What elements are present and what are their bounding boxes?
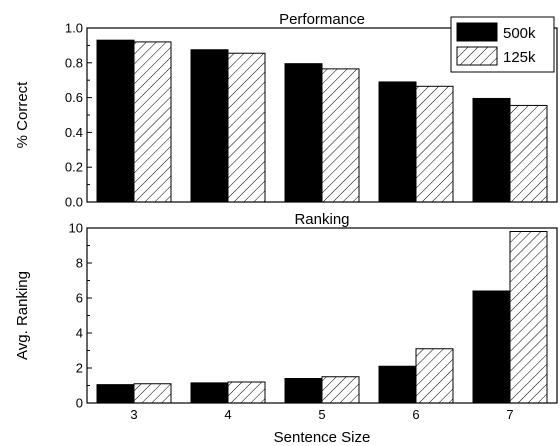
- panel1-ytick-label: 1.0: [65, 21, 83, 36]
- panel1-bar-500k-5: [284, 63, 323, 203]
- panel1-ytick-label: 0.2: [65, 160, 83, 175]
- panel2-ytick-label: 6: [76, 291, 83, 306]
- panel1-bar-500k-4: [190, 49, 229, 203]
- panel2-title: Ranking: [294, 211, 349, 228]
- panel2-group: 0 2 4 6 8 10 3 4 5 6 7 Ranking Avg. Ranking Sentence …: [14, 211, 558, 446]
- legend-label-500k: 500k: [503, 25, 536, 42]
- panel1-ytick-label: 0.8: [65, 55, 83, 70]
- panel2-ytick-label: 4: [76, 326, 83, 341]
- panel2-xtick-label: 7: [506, 407, 513, 422]
- panel2-ylabel: Avg. Ranking: [14, 271, 31, 360]
- panel1-bar-500k-3: [96, 39, 135, 203]
- panel2-ytick-label: 2: [76, 361, 83, 376]
- panel1-bar-125k-3: [133, 41, 172, 203]
- legend-label-125k: 125k: [503, 49, 536, 66]
- panel2-bar-125k-5: [321, 376, 360, 404]
- panel2-xtick-label: 4: [224, 407, 231, 422]
- panel2-bar-125k-6: [415, 348, 454, 404]
- legend: 500k 125k: [450, 16, 555, 73]
- panel1-bar-125k-4: [227, 52, 266, 203]
- panel1-bar-125k-6: [415, 85, 454, 203]
- panel2-xtick-label: 6: [412, 407, 419, 422]
- panel1-title: Performance: [279, 11, 365, 28]
- panel2-bar-125k-4: [227, 381, 266, 404]
- legend-swatch-125k: [456, 46, 498, 66]
- panel1-ytick-label: 0.6: [65, 90, 83, 105]
- panel2-bar-500k-6: [378, 365, 417, 404]
- panel2-bar-125k-3: [133, 383, 172, 404]
- panel2-xtick-label: 5: [318, 407, 325, 422]
- panel2-xtick-label: 3: [130, 407, 137, 422]
- panel1-ytick-label: 0.0: [65, 195, 83, 210]
- panel2-bar-125k-7: [509, 231, 548, 404]
- panel2-xlabel: Sentence Size: [274, 429, 371, 446]
- panel1-bar-125k-5: [321, 68, 360, 203]
- panel2-ytick-label: 10: [69, 221, 83, 236]
- panel2-bar-500k-7: [472, 290, 511, 404]
- panel1-bar-125k-7: [509, 104, 548, 203]
- panel2-bar-500k-3: [96, 384, 135, 404]
- panel2-ytick-label: 0: [76, 396, 83, 411]
- panel1-bar-500k-6: [378, 81, 417, 203]
- panel2-bar-500k-4: [190, 382, 229, 404]
- panel1-ytick-label: 0.4: [65, 125, 83, 140]
- panel1-bar-500k-7: [472, 97, 511, 203]
- panel1-ylabel: % Correct: [14, 81, 31, 149]
- panel1-group: 0.0 0.2 0.4 0.6 0.8 1.0 Performance % Correct 50…: [14, 11, 558, 210]
- legend-swatch-500k: [456, 22, 498, 42]
- panel2-ytick-label: 8: [76, 256, 83, 271]
- panel2-bar-500k-5: [284, 378, 323, 404]
